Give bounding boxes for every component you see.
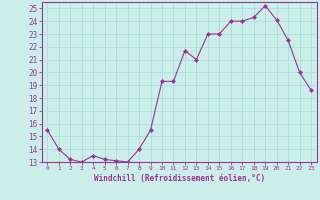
X-axis label: Windchill (Refroidissement éolien,°C): Windchill (Refroidissement éolien,°C) xyxy=(94,174,265,183)
